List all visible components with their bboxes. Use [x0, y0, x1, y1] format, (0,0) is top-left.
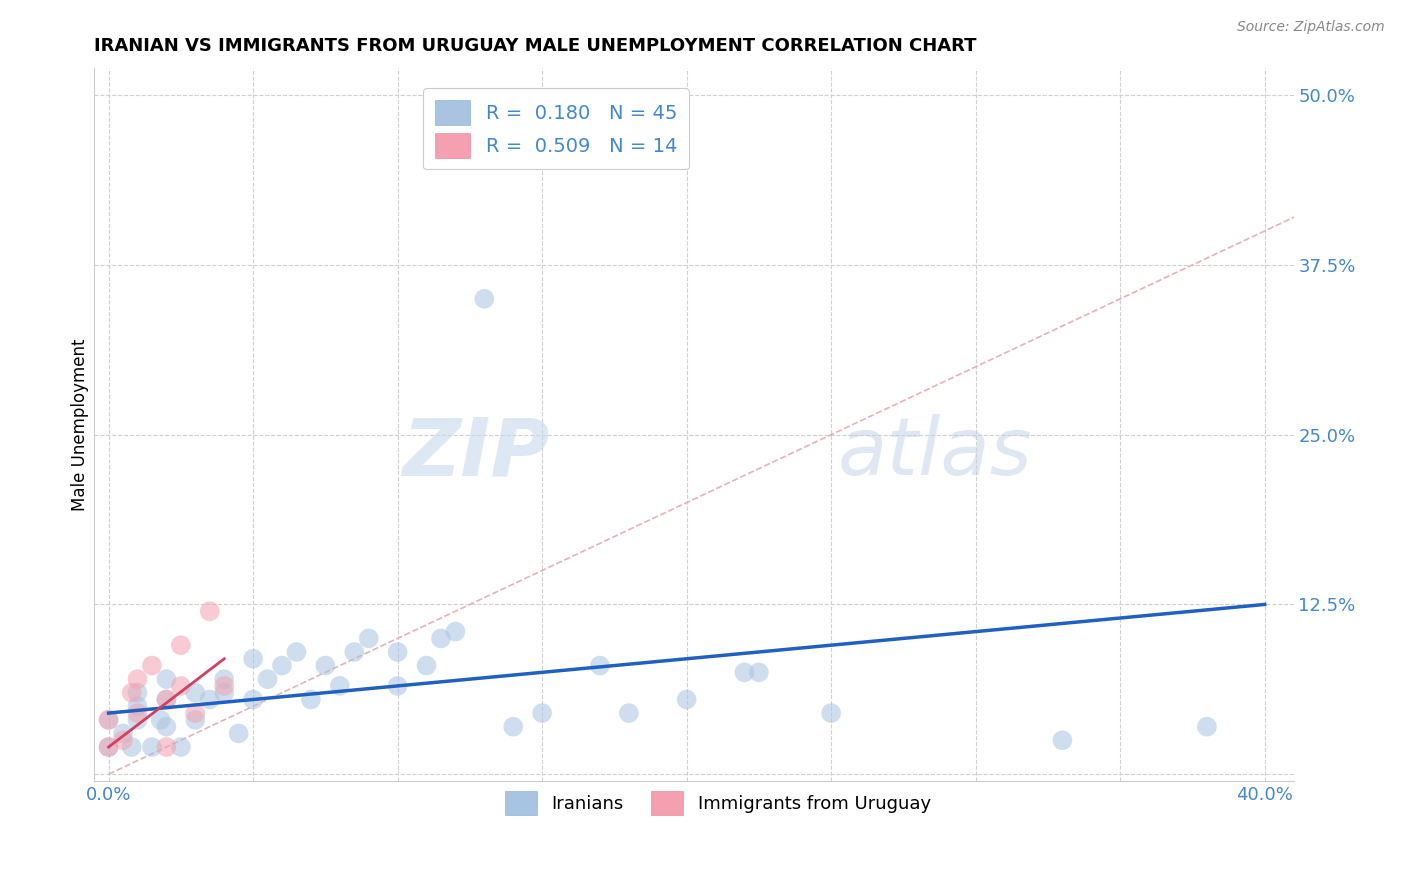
Point — [127, 672, 149, 686]
Point — [387, 679, 409, 693]
Point — [149, 713, 172, 727]
Point — [97, 713, 120, 727]
Point — [820, 706, 842, 720]
Point — [256, 672, 278, 686]
Point — [242, 692, 264, 706]
Point — [184, 713, 207, 727]
Text: atlas: atlas — [838, 414, 1032, 492]
Point — [531, 706, 554, 720]
Point — [155, 720, 177, 734]
Point — [198, 604, 221, 618]
Point — [675, 692, 697, 706]
Point — [141, 658, 163, 673]
Point — [127, 699, 149, 714]
Point — [155, 692, 177, 706]
Point — [127, 713, 149, 727]
Point — [184, 706, 207, 720]
Point — [472, 292, 495, 306]
Point — [184, 686, 207, 700]
Point — [198, 692, 221, 706]
Point — [121, 739, 143, 754]
Point — [733, 665, 755, 680]
Point — [97, 713, 120, 727]
Point — [285, 645, 308, 659]
Point — [97, 739, 120, 754]
Point — [357, 632, 380, 646]
Point — [617, 706, 640, 720]
Point — [112, 726, 135, 740]
Point — [170, 739, 193, 754]
Point — [299, 692, 322, 706]
Point — [127, 686, 149, 700]
Y-axis label: Male Unemployment: Male Unemployment — [72, 338, 89, 511]
Point — [748, 665, 770, 680]
Legend: Iranians, Immigrants from Uruguay: Iranians, Immigrants from Uruguay — [494, 780, 942, 825]
Point — [387, 645, 409, 659]
Point — [155, 739, 177, 754]
Point — [228, 726, 250, 740]
Text: ZIP: ZIP — [402, 414, 550, 492]
Point — [97, 739, 120, 754]
Point — [212, 686, 235, 700]
Point — [502, 720, 524, 734]
Point — [242, 652, 264, 666]
Point — [170, 679, 193, 693]
Point — [212, 679, 235, 693]
Point — [1052, 733, 1074, 747]
Point — [444, 624, 467, 639]
Point — [329, 679, 352, 693]
Point — [112, 733, 135, 747]
Point — [589, 658, 612, 673]
Point — [155, 692, 177, 706]
Point — [212, 672, 235, 686]
Point — [1195, 720, 1218, 734]
Point — [430, 632, 453, 646]
Point — [155, 672, 177, 686]
Point — [415, 658, 437, 673]
Point — [121, 686, 143, 700]
Point — [271, 658, 294, 673]
Point — [314, 658, 336, 673]
Point — [127, 706, 149, 720]
Text: Source: ZipAtlas.com: Source: ZipAtlas.com — [1237, 20, 1385, 34]
Text: IRANIAN VS IMMIGRANTS FROM URUGUAY MALE UNEMPLOYMENT CORRELATION CHART: IRANIAN VS IMMIGRANTS FROM URUGUAY MALE … — [94, 37, 977, 55]
Point — [343, 645, 366, 659]
Point — [141, 739, 163, 754]
Point — [170, 638, 193, 652]
